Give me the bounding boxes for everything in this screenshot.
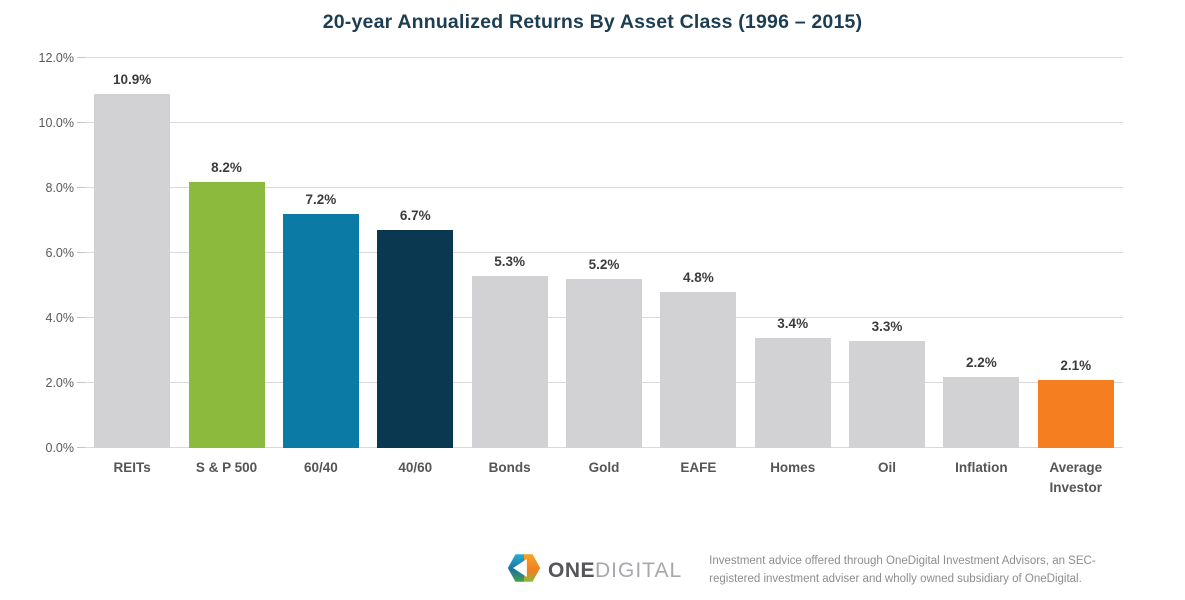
- onedigital-logo: ONEDIGITAL: [505, 549, 682, 592]
- bar-column: 3.4%: [746, 58, 840, 448]
- footer: ONEDIGITAL Investment advice offered thr…: [505, 549, 1145, 592]
- chart-title: 20-year Annualized Returns By Asset Clas…: [322, 11, 863, 33]
- x-axis-label: Oil: [878, 460, 897, 475]
- bar-column: 2.2%: [934, 58, 1028, 448]
- x-axis-label: Gold: [588, 460, 620, 475]
- bar: [849, 340, 926, 448]
- y-axis-tick: [77, 447, 85, 448]
- bar: [754, 337, 831, 448]
- x-axis-label: Homes: [770, 460, 816, 475]
- y-axis: 0.0% 2.0% 4.0% 6.0% 8.0% 10.0% 12.0%: [0, 51, 76, 455]
- bar-column: 5.3%: [462, 58, 556, 448]
- bar-column: 4.8%: [651, 58, 745, 448]
- bar-column: 6.7%: [368, 58, 462, 448]
- x-axis-label: Average Investor: [1049, 460, 1103, 496]
- y-axis-tick: [77, 122, 85, 123]
- x-axis-label: 60/40: [304, 460, 338, 475]
- bar-value-label: 3.3%: [871, 318, 903, 334]
- bar-column: 3.3%: [840, 58, 934, 448]
- y-axis-tick: [77, 317, 85, 319]
- bar-value-label: 3.4%: [777, 315, 809, 331]
- bar: [565, 279, 642, 448]
- gridline: [85, 187, 1123, 189]
- y-axis-tick-label: 10.0%: [38, 115, 74, 130]
- x-axis-label: Bonds: [488, 460, 531, 475]
- bar: [660, 292, 737, 448]
- bar-value-label: 4.8%: [682, 270, 714, 285]
- bar-column: 10.9%: [85, 58, 179, 448]
- x-axis-label: EAFE: [680, 460, 717, 475]
- bar-value-label: 2.1%: [1060, 357, 1092, 373]
- y-axis-tick-label: 6.0%: [45, 246, 75, 260]
- y-axis-tick-label: 0.0%: [45, 441, 75, 455]
- bar-column: 2.1%: [1029, 58, 1123, 448]
- bar: [94, 93, 171, 448]
- y-axis-tick: [77, 252, 85, 253]
- y-axis-tick: [77, 382, 85, 384]
- gridline: [85, 122, 1123, 123]
- y-axis-tick-label: 2.0%: [45, 376, 75, 390]
- y-axis-tick: [77, 57, 85, 58]
- bar: [1037, 379, 1114, 448]
- x-axis-labels: REITs S & P 500 60/40 40/60 Bonds Gold EAFE Hom…: [85, 458, 1123, 499]
- onedigital-hexagon-icon: [505, 549, 543, 592]
- bar-column: 8.2%: [179, 58, 273, 448]
- bar-value-label: 5.3%: [494, 253, 525, 269]
- y-axis-tick-label: 12.0%: [38, 51, 74, 65]
- x-axis-label: S & P 500: [195, 460, 258, 475]
- bar: [377, 230, 454, 448]
- x-axis-label: REITs: [113, 460, 151, 475]
- bar-value-label: 8.2%: [211, 159, 242, 175]
- logo-wordmark: ONEDIGITAL: [548, 559, 682, 583]
- bar-value-label: 6.7%: [399, 208, 431, 224]
- x-axis-label: Inflation: [955, 460, 1008, 475]
- disclaimer-text: Investment advice offered through OneDig…: [709, 554, 1096, 585]
- bar-column: 7.2%: [274, 58, 368, 448]
- bar-value-label: 2.2%: [966, 354, 997, 370]
- bar: [471, 275, 548, 448]
- bar: [188, 181, 265, 448]
- bar: [282, 214, 359, 448]
- y-axis-tick-label: 4.0%: [45, 310, 75, 325]
- logo-one-text: ONE: [548, 558, 596, 582]
- gridline: [85, 57, 1123, 58]
- bar-value-label: 5.2%: [588, 257, 620, 272]
- bar: [943, 376, 1020, 448]
- bar-value-label: 10.9%: [113, 71, 152, 87]
- x-axis-label: 40/60: [398, 460, 433, 475]
- y-axis-tick: [77, 187, 85, 189]
- plot-area: 10.9% 8.2% 7.2% 6.7% 5.3% 5.2% 4.8% 3.4% 3.3% 2.2…: [77, 57, 1123, 448]
- bar-column: 5.2%: [557, 58, 651, 448]
- bars-container: 10.9% 8.2% 7.2% 6.7% 5.3% 5.2% 4.8% 3.4% 3.3% 2.2…: [85, 58, 1123, 448]
- gridline: [85, 252, 1123, 253]
- logo-digital-text: DIGITAL: [595, 558, 683, 582]
- y-axis-tick-label: 8.0%: [45, 180, 75, 195]
- bar-value-label: 7.2%: [305, 192, 337, 207]
